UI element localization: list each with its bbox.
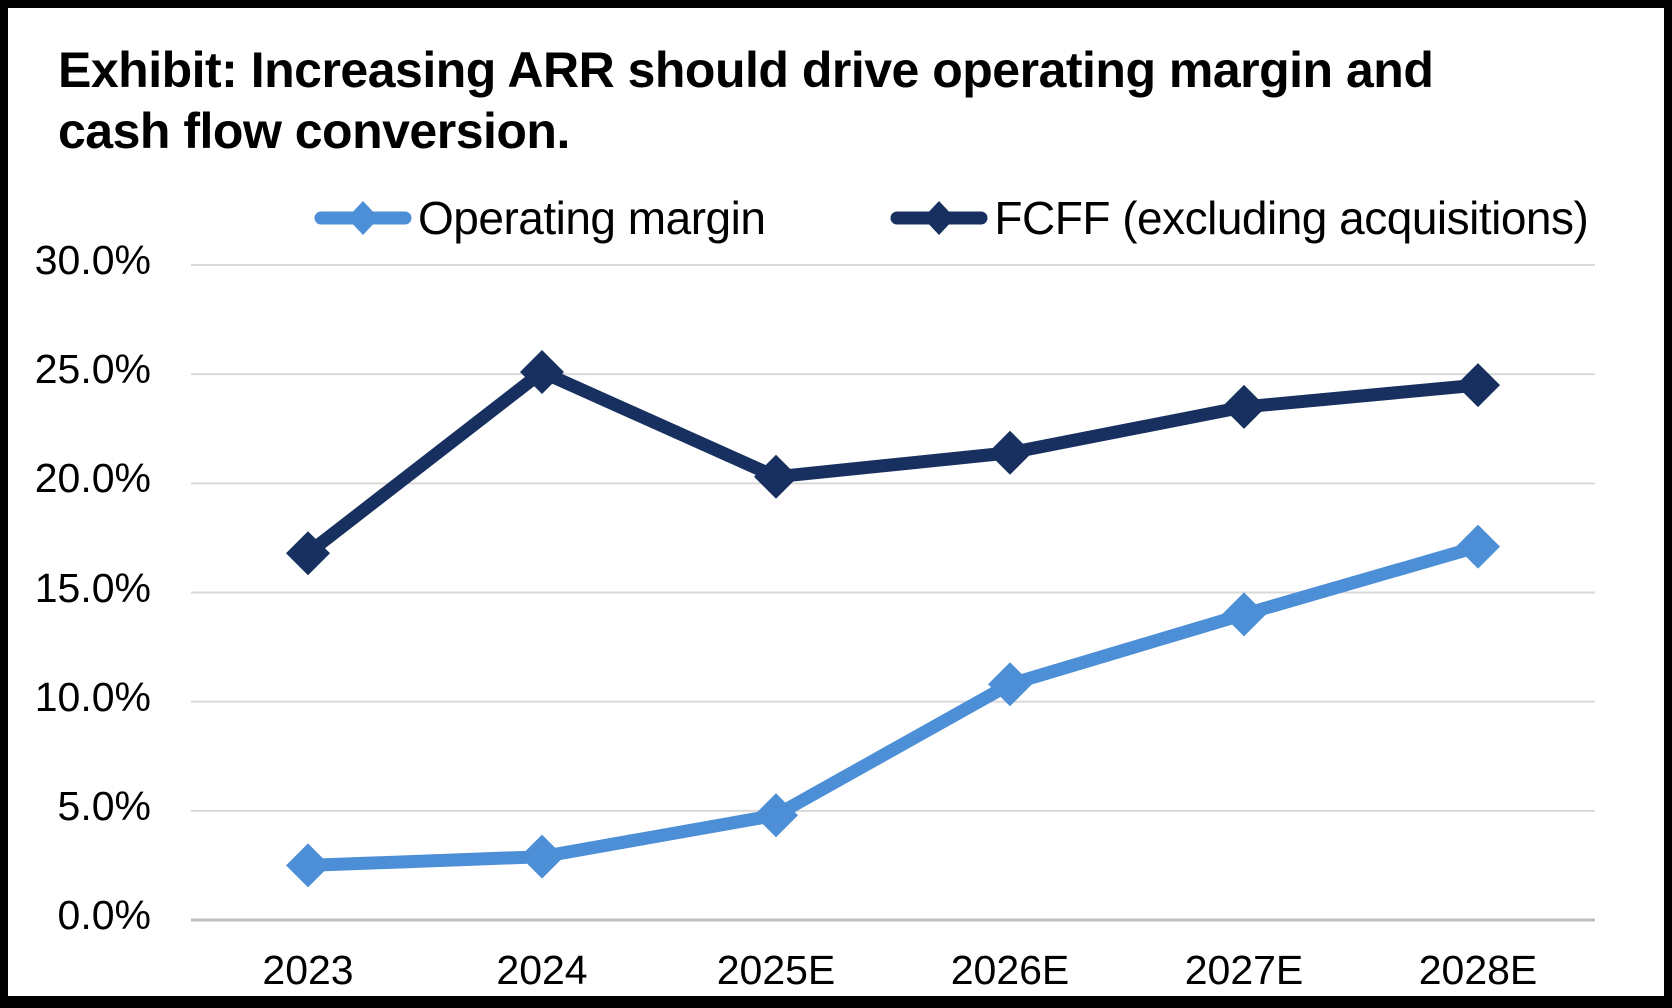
chart-legend: Operating margin FCFF (excluding acquisi… [313, 191, 1589, 245]
y-tick-label-30.0%: 30.0% [34, 237, 151, 283]
line-diamond-marker-icon [890, 201, 988, 235]
point-fcff-excluding-acquisitions-2025e [754, 454, 798, 499]
line-diamond-marker-icon [314, 201, 412, 235]
plot-area [191, 264, 1595, 922]
point-fcff-excluding-acquisitions-2028e [1456, 363, 1500, 408]
point-operating-margin-2024 [520, 834, 564, 879]
y-tick-label-25.0%: 25.0% [34, 346, 151, 393]
series-line-fcff-excluding-acquisitions [304, 364, 1479, 559]
point-operating-margin-2027e [1222, 592, 1266, 637]
point-fcff-excluding-acquisitions-2023 [286, 531, 330, 576]
y-tick-label-0.0%: 0.0% [57, 892, 151, 938]
x-tick-label-2026e: 2026E [950, 947, 1070, 993]
y-tick-label-15.0%: 15.0% [34, 564, 151, 611]
legend-item-fcff: FCFF (excluding acquisitions) [889, 191, 1589, 245]
x-tick-label-2027e: 2027E [1184, 947, 1304, 993]
point-fcff-excluding-acquisitions-2024 [520, 349, 564, 394]
series-line-operating-margin [307, 540, 1480, 872]
x-tick-label-2025e: 2025E [716, 947, 836, 993]
point-operating-margin-2025e [754, 793, 798, 838]
x-tick-label-2023: 2023 [262, 947, 354, 993]
point-operating-margin-2023 [286, 843, 330, 888]
legend-item-operating-margin: Operating margin [313, 191, 766, 245]
point-operating-margin-2026e [988, 662, 1032, 707]
point-operating-margin-2028e [1456, 524, 1500, 569]
x-tick-label-2028e: 2028E [1418, 947, 1538, 993]
y-tick-label-10.0%: 10.0% [34, 673, 151, 720]
point-fcff-excluding-acquisitions-2026e [988, 430, 1032, 475]
point-fcff-excluding-acquisitions-2027e [1222, 384, 1266, 429]
legend-label: Operating margin [418, 192, 766, 244]
chart-title: Exhibit: Increasing ARR should drive ope… [58, 42, 1434, 159]
y-tick-label-5.0%: 5.0% [57, 782, 151, 829]
legend-label: FCFF (excluding acquisitions) [994, 192, 1589, 244]
y-tick-label-20.0%: 20.0% [34, 455, 151, 502]
x-tick-label-2024: 2024 [496, 947, 588, 993]
